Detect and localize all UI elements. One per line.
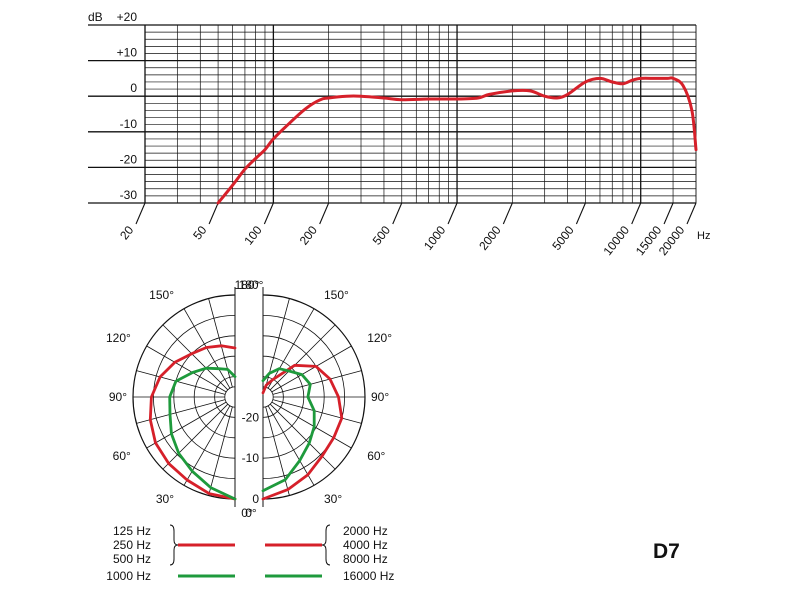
polar-spoke bbox=[269, 324, 336, 391]
y-tick-label: +20 bbox=[117, 10, 138, 24]
polar-spoke bbox=[271, 345, 352, 393]
x-tick-label: 2000 bbox=[476, 223, 504, 253]
polar-series-line bbox=[261, 367, 316, 493]
polar-angle-label: 0° bbox=[245, 506, 257, 520]
x-tick-label: 10000 bbox=[600, 223, 632, 258]
frequency-response-chart: +20 +10 0 -10 -20 -30 dB 20 50 100 200 500 1000 2000 5… bbox=[88, 10, 710, 258]
polar-series-line bbox=[148, 344, 237, 501]
x-tick-label: 5000 bbox=[549, 223, 577, 253]
y-axis-label: dB bbox=[88, 10, 103, 24]
x-tick-label: 20000 bbox=[656, 223, 688, 258]
legend-label: 500 Hz bbox=[113, 552, 151, 566]
x-tick-mark bbox=[392, 202, 403, 225]
polar-radial-label: -10 bbox=[242, 451, 260, 465]
polar-angle-label: 90° bbox=[371, 390, 389, 404]
legend-brace bbox=[321, 524, 331, 566]
x-tick-label: 1000 bbox=[421, 223, 449, 253]
legend-label: 16000 Hz bbox=[343, 569, 394, 583]
polar-spoke bbox=[267, 308, 315, 389]
polar-series-line bbox=[168, 366, 237, 501]
polar-angle-label: 90° bbox=[109, 390, 127, 404]
polar-radial-label: -20 bbox=[242, 410, 260, 424]
model-label: D7 bbox=[653, 540, 680, 563]
polar-ring bbox=[224, 386, 236, 408]
polar-spoke bbox=[267, 405, 315, 486]
polar-spoke bbox=[272, 370, 362, 395]
x-tick-label: 20 bbox=[117, 223, 136, 242]
x-tick-mark bbox=[686, 202, 697, 225]
x-tick-label: 50 bbox=[190, 223, 209, 242]
polar-angle-label: 180° bbox=[235, 278, 260, 292]
y-tick-label: +10 bbox=[117, 46, 138, 60]
x-tick-mark bbox=[663, 202, 674, 225]
x-tick-mark bbox=[502, 202, 513, 225]
polar-half-left bbox=[132, 287, 236, 507]
x-tick-mark bbox=[263, 202, 274, 225]
y-tick-label: -30 bbox=[120, 188, 138, 202]
x-tick-mark bbox=[135, 202, 146, 225]
polar-spoke bbox=[146, 345, 227, 393]
polar-spoke bbox=[136, 370, 226, 395]
x-tick-label: 500 bbox=[370, 223, 394, 248]
legend-label: 4000 Hz bbox=[343, 538, 388, 552]
polar-half-right bbox=[262, 287, 366, 507]
legend-label: 250 Hz bbox=[113, 538, 151, 552]
legend-label: 1000 Hz bbox=[106, 569, 151, 583]
frequency-grid bbox=[88, 24, 697, 204]
polar-radial-label: 0 bbox=[252, 492, 259, 506]
polar-spoke bbox=[272, 399, 362, 424]
polar-spoke bbox=[146, 401, 227, 449]
polar-spoke bbox=[208, 406, 233, 496]
polar-angle-label: 150° bbox=[324, 288, 349, 302]
polar-angle-label: 60° bbox=[367, 449, 385, 463]
polar-angle-label: 150° bbox=[149, 288, 174, 302]
polar-angle-label: 60° bbox=[113, 449, 131, 463]
x-tick-mark bbox=[319, 202, 330, 225]
x-axis-label: Hz bbox=[697, 230, 710, 242]
legend-label: 8000 Hz bbox=[343, 552, 388, 566]
polar-angle-label: 30° bbox=[156, 492, 174, 506]
polar-spoke bbox=[271, 401, 352, 449]
legend-label: 125 Hz bbox=[113, 524, 151, 538]
x-tick-label: 200 bbox=[297, 223, 321, 248]
x-tick-mark bbox=[575, 202, 586, 225]
polar-angle-label: 180° bbox=[239, 278, 264, 292]
y-tick-label: -20 bbox=[120, 152, 138, 166]
polar-angle-label: 120° bbox=[106, 331, 131, 345]
x-tick-mark bbox=[208, 202, 219, 225]
polar-angle-label: 0° bbox=[241, 506, 253, 520]
frequency-response-line bbox=[216, 76, 698, 205]
y-tick-label: 0 bbox=[130, 81, 137, 95]
x-tick-mark bbox=[447, 202, 458, 225]
polar-spoke bbox=[208, 298, 233, 388]
x-tick-mark bbox=[631, 202, 642, 225]
x-tick-label: 100 bbox=[241, 223, 265, 248]
polar-angle-label: 120° bbox=[367, 331, 392, 345]
polar-series-line bbox=[261, 363, 344, 501]
legend-label: 2000 Hz bbox=[343, 524, 388, 538]
polar-spoke bbox=[269, 403, 336, 470]
polar-spoke bbox=[162, 324, 229, 391]
y-tick-label: -10 bbox=[120, 117, 138, 131]
polar-angle-label: 30° bbox=[324, 492, 342, 506]
polar-spoke bbox=[162, 403, 229, 470]
legend-brace bbox=[169, 524, 179, 566]
polar-pattern-chart: 180° 150° 120° 90° 60° 30° 0° 180° 150° 120° 90° 60… bbox=[106, 278, 392, 520]
